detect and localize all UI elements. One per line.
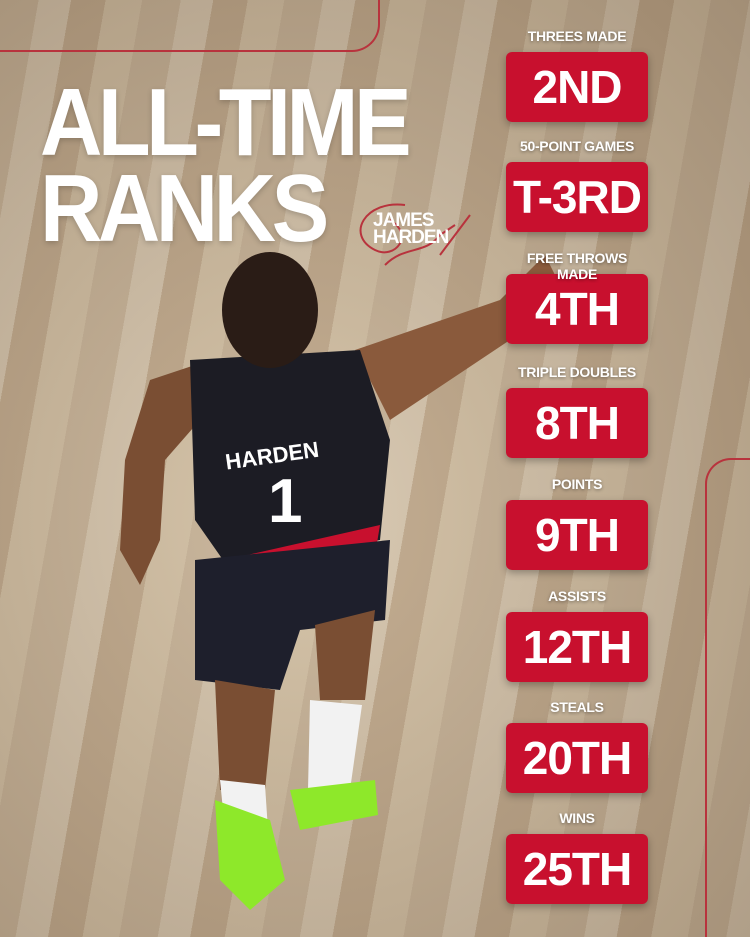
stat-label: THREES MADE — [527, 28, 627, 44]
rank-badge: T-3RD — [506, 162, 648, 232]
stat-label: ASSISTS — [548, 588, 606, 604]
stat-triple-doubles: TRIPLE DOUBLES 8TH — [506, 364, 648, 458]
first-name: JAMES — [373, 210, 434, 231]
stat-assists: ASSISTS 12TH — [506, 588, 648, 682]
rank-badge: 4TH — [506, 274, 648, 344]
stat-50-point-games: 50-POINT GAMES T-3RD — [506, 138, 648, 232]
stat-label: WINS — [559, 810, 595, 826]
stat-points: POINTS 9TH — [506, 476, 648, 570]
stat-label: 50-POINT GAMES — [519, 138, 635, 154]
stat-label: TRIPLE DOUBLES — [518, 364, 636, 380]
stat-threes-made: THREES MADE 2ND — [506, 28, 648, 122]
stat-wins: WINS 25TH — [506, 810, 648, 904]
rank-badge: 2ND — [506, 52, 648, 122]
last-name: HARDEN — [373, 227, 449, 248]
stat-label: POINTS — [551, 476, 603, 492]
stat-label: FREE THROWS MADE — [526, 250, 628, 282]
player-name: JAMES HARDEN — [373, 210, 449, 248]
decorative-line — [705, 458, 750, 937]
rank-badge: 12TH — [506, 612, 648, 682]
rank-badge: 8TH — [506, 388, 648, 458]
rank-badge: 25TH — [506, 834, 648, 904]
decorative-line — [0, 0, 380, 52]
rank-badge: 9TH — [506, 500, 648, 570]
stat-label: STEALS — [550, 699, 604, 715]
title-line-2: RANKS — [40, 155, 329, 262]
title-line-1: ALL-TIME — [40, 69, 412, 176]
stat-free-throws-made: FREE THROWS MADE4TH — [506, 250, 648, 344]
jersey-number: 1 — [268, 467, 302, 536]
signature-icon — [359, 203, 471, 266]
rank-badge: 20TH — [506, 723, 648, 793]
stat-steals: STEALS 20TH — [506, 699, 648, 793]
page-title: ALL-TIME RANKS — [40, 69, 412, 262]
